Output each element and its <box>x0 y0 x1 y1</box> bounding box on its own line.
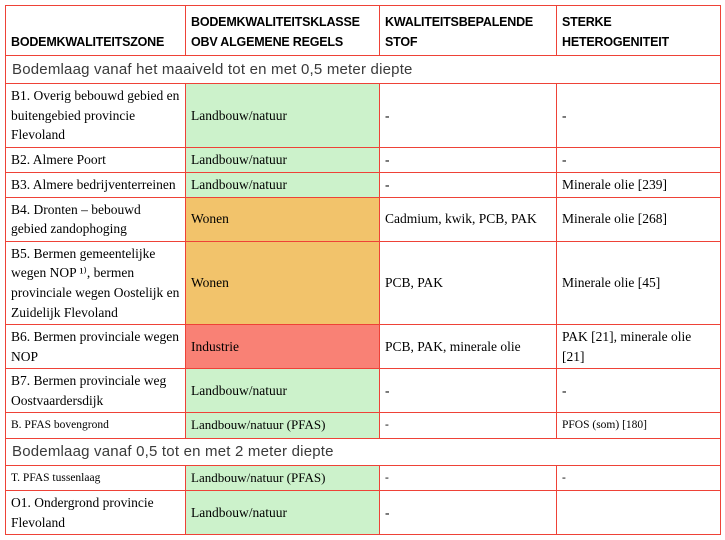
heterogeniteit-cell: Minerale olie [268] <box>556 196 721 242</box>
header-cell-klasse: BODEMKWALITEITSKLASSE OBV ALGEMENE REGEL… <box>185 5 380 56</box>
klasse-cell: Landbouw/natuur <box>185 490 380 536</box>
klasse-cell: Landbouw/natuur (PFAS) <box>185 412 380 440</box>
zone-cell: O1. Ondergrond provincie Flevoland <box>5 490 186 536</box>
heterogeniteit-cell: PAK [21], minerale olie [21] <box>556 324 721 370</box>
zone-cell: B4. Dronten – bebouwd gebied zandophogin… <box>5 196 186 242</box>
stof-cell: - <box>379 83 557 148</box>
klasse-cell: Landbouw/natuur <box>185 146 380 173</box>
section-row-top: Bodemlaag vanaf het maaiveld tot en met … <box>5 55 721 84</box>
header-cell-zone: BODEMKWALITEITSZONE <box>5 5 186 56</box>
stof-cell: Cadmium, kwik, PCB, PAK <box>379 196 557 242</box>
zone-cell: B5. Bermen gemeentelijke wegen NOP ¹⁾, b… <box>5 240 186 326</box>
klasse-cell: Landbouw/natuur <box>185 368 380 414</box>
zone-cell: B6. Bermen provinciale wegen NOP <box>5 324 186 370</box>
stof-cell: - <box>379 465 557 492</box>
table-header-row: BODEMKWALITEITSZONE BODEMKWALITEITSKLASS… <box>5 5 721 56</box>
table-row: T. PFAS tussenlaag Landbouw/natuur (PFAS… <box>5 465 721 492</box>
heterogeniteit-cell: - <box>556 368 721 414</box>
heterogeniteit-cell: - <box>556 83 721 148</box>
table-row: B3. Almere bedrijventerreinen Landbouw/n… <box>5 171 721 198</box>
table-row: B2. Almere Poort Landbouw/natuur - - <box>5 146 721 173</box>
klasse-cell: Wonen <box>185 196 380 242</box>
header-cell-stof: KWALITEITSBEPALENDE STOF <box>379 5 557 56</box>
stof-cell: - <box>379 171 557 198</box>
stof-cell: - <box>379 412 557 440</box>
section-label: Bodemlaag vanaf het maaiveld tot en met … <box>5 55 721 84</box>
table-row: B4. Dronten – bebouwd gebied zandophogin… <box>5 196 721 242</box>
section-row-bottom: Bodemlaag vanaf 0,5 tot en met 2 meter d… <box>5 438 721 467</box>
klasse-cell: Landbouw/natuur (PFAS) <box>185 465 380 492</box>
klasse-cell: Wonen <box>185 240 380 326</box>
zone-cell: B7. Bermen provinciale weg Oostvaardersd… <box>5 368 186 414</box>
table-row: B7. Bermen provinciale weg Oostvaardersd… <box>5 368 721 414</box>
klasse-cell: Landbouw/natuur <box>185 83 380 148</box>
stof-cell: - <box>379 490 557 536</box>
table-row: O1. Ondergrond provincie Flevoland Landb… <box>5 490 721 536</box>
heterogeniteit-cell: - <box>556 465 721 492</box>
zone-cell: B. PFAS bovengrond <box>5 412 186 440</box>
heterogeniteit-cell: Minerale olie [239] <box>556 171 721 198</box>
table-row: B5. Bermen gemeentelijke wegen NOP ¹⁾, b… <box>5 240 721 326</box>
stof-cell: PCB, PAK, minerale olie <box>379 324 557 370</box>
section-label: Bodemlaag vanaf 0,5 tot en met 2 meter d… <box>5 438 721 467</box>
stof-cell: PCB, PAK <box>379 240 557 326</box>
zone-cell: B1. Overig bebouwd gebied en buitengebie… <box>5 83 186 148</box>
heterogeniteit-cell: - <box>556 146 721 173</box>
heterogeniteit-cell <box>556 490 721 536</box>
bodemkwaliteit-table: BODEMKWALITEITSZONE BODEMKWALITEITSKLASS… <box>5 5 721 536</box>
table-row: B. PFAS bovengrond Landbouw/natuur (PFAS… <box>5 412 721 440</box>
klasse-cell: Industrie <box>185 324 380 370</box>
table-row: B1. Overig bebouwd gebied en buitengebie… <box>5 83 721 148</box>
table-row: B6. Bermen provinciale wegen NOP Industr… <box>5 324 721 370</box>
stof-cell: - <box>379 146 557 173</box>
zone-cell: T. PFAS tussenlaag <box>5 465 186 492</box>
klasse-cell: Landbouw/natuur <box>185 171 380 198</box>
zone-cell: B3. Almere bedrijventerreinen <box>5 171 186 198</box>
stof-cell: - <box>379 368 557 414</box>
header-cell-heterogeniteit: STERKE HETEROGENITEIT <box>556 5 721 56</box>
heterogeniteit-cell: PFOS (som) [180] <box>556 412 721 440</box>
heterogeniteit-cell: Minerale olie [45] <box>556 240 721 326</box>
zone-cell: B2. Almere Poort <box>5 146 186 173</box>
